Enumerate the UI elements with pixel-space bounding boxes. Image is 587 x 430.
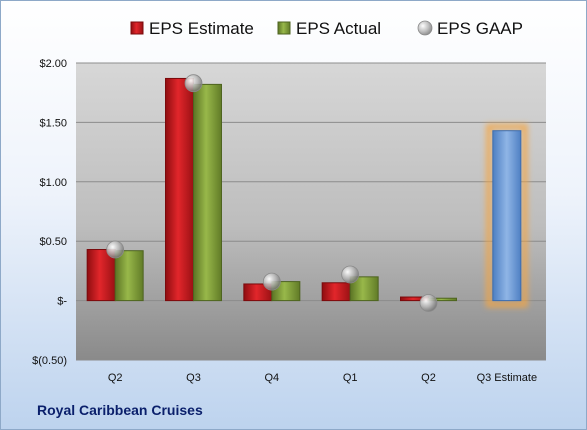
- y-tick-label: $1.00: [39, 177, 67, 189]
- y-tick-label: $1.50: [39, 117, 67, 129]
- plot-area: [76, 63, 546, 360]
- legend-label: EPS Actual: [296, 19, 381, 38]
- eps-actual-bar: [193, 83, 222, 302]
- eps-actual-bar: [349, 276, 379, 302]
- x-tick-label: Q2: [108, 372, 123, 384]
- x-tick-label: Q3: [186, 372, 201, 384]
- eps-gaap-point: [106, 240, 125, 259]
- x-tick-label: Q1: [343, 372, 358, 384]
- x-tick-label: Q4: [264, 372, 279, 384]
- eps-gaap-point: [419, 294, 438, 312]
- eps-gaap-point: [184, 74, 203, 93]
- y-tick-label: $2.00: [39, 58, 67, 70]
- y-tick-label: $(0.50): [32, 355, 67, 367]
- x-tick-label: Q2: [421, 372, 436, 384]
- eps-gaap-point: [341, 265, 360, 284]
- legend-label: EPS Estimate: [149, 19, 254, 38]
- eps-gaap-point: [262, 272, 281, 291]
- eps-estimate-bar: [321, 282, 351, 302]
- x-tick-label: Q3 Estimate: [477, 372, 538, 384]
- legend-swatch: [417, 20, 433, 36]
- q3-estimate-glow: [485, 123, 528, 308]
- legend-swatch: [277, 21, 291, 35]
- y-tick-label: $-: [57, 296, 67, 308]
- eps-actual-bar: [114, 250, 144, 302]
- company-name: Royal Caribbean Cruises: [37, 402, 203, 418]
- legend-label: EPS GAAP: [437, 19, 523, 38]
- legend-swatch: [130, 21, 144, 35]
- legend: EPS Estimate EPS Actual EPS GAAP: [130, 19, 523, 38]
- q3-estimate-bar: [492, 130, 522, 302]
- eps-estimate-bar: [165, 77, 194, 302]
- eps-estimate-bar: [86, 249, 116, 302]
- y-tick-label: $0.50: [39, 236, 67, 248]
